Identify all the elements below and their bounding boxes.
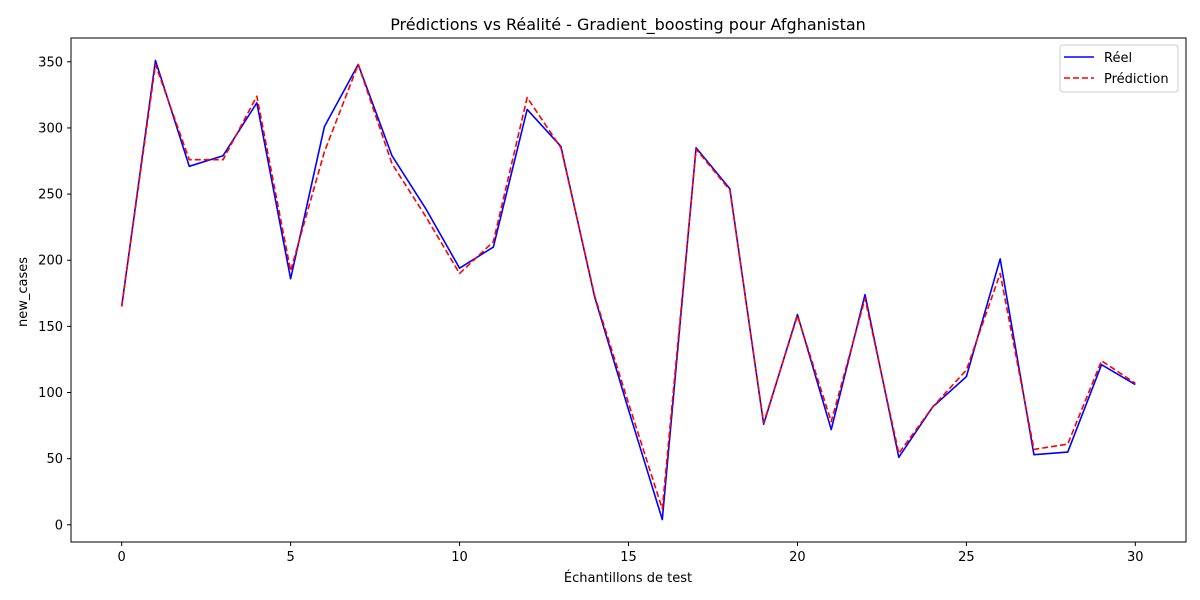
y-tick-label: 150 — [38, 320, 63, 335]
legend-label-2: Prédiction — [1104, 72, 1169, 87]
x-tick-label: 30 — [1127, 550, 1144, 565]
x-tick-label: 10 — [451, 550, 468, 565]
x-tick-label: 0 — [118, 550, 126, 565]
y-tick-label: 0 — [55, 518, 63, 533]
x-tick-label: 15 — [620, 550, 637, 565]
y-tick-label: 250 — [38, 188, 63, 203]
y-tick-label: 200 — [38, 254, 63, 269]
y-tick-label: 350 — [38, 55, 63, 70]
legend: Réel Prédiction — [1059, 44, 1179, 93]
x-tick-label: 25 — [958, 550, 975, 565]
plot-frame — [70, 37, 1187, 543]
legend-label-1: Réel — [1104, 51, 1132, 66]
y-tick-label: 50 — [46, 452, 63, 467]
y-axis-label: new_cases — [16, 257, 31, 327]
y-tick-label: 300 — [38, 121, 63, 136]
plot-marks — [120, 59, 1136, 521]
x-tick-label: 5 — [286, 550, 294, 565]
chart-title: Prédictions vs Réalité - Gradient_boosti… — [390, 15, 866, 35]
series-line-1 — [120, 59, 1136, 521]
x-axis-label: Échantillons de test — [564, 570, 692, 586]
y-tick-label: 100 — [38, 386, 63, 401]
x-tick-label: 20 — [789, 550, 806, 565]
series-line-2 — [120, 63, 1136, 510]
